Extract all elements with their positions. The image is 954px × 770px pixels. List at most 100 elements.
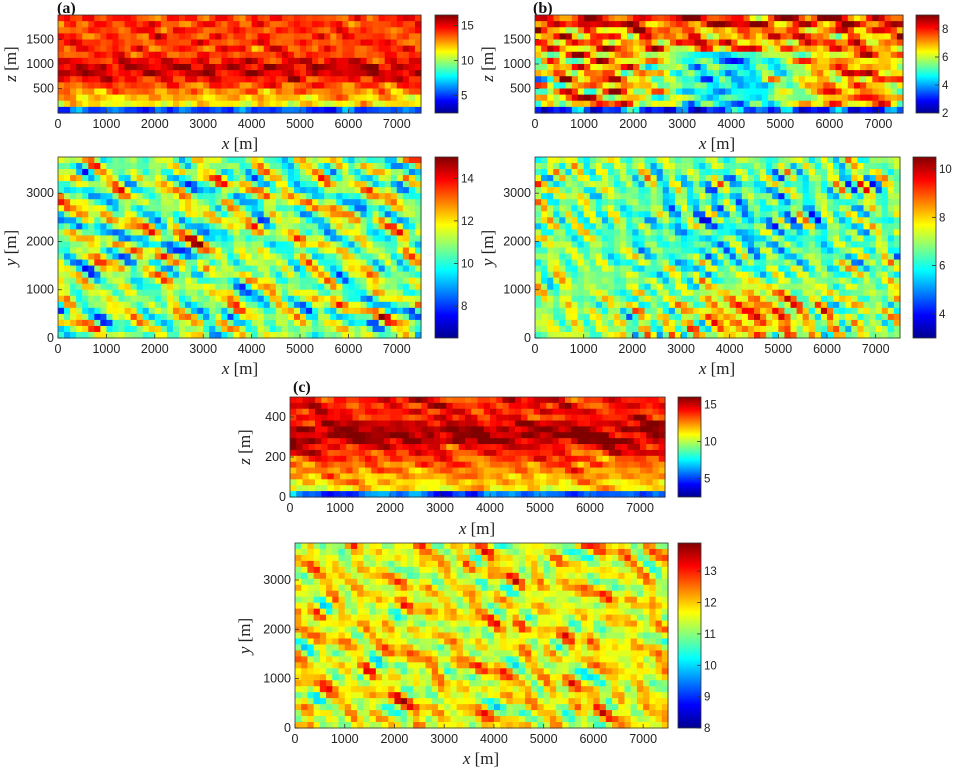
x-tick-label: 7000 [629,732,657,746]
y-tick-label: 0 [284,721,291,735]
x-tick-label: 4000 [476,501,504,515]
y-tick-label: 1000 [503,283,531,297]
y-axis-label: z [m] [235,429,254,465]
x-tick-label: 7000 [865,117,893,131]
colorbar: 4 6 8 10 [912,156,952,339]
y-tick-label: 3000 [263,573,291,587]
x-tick-label: 0 [55,342,62,356]
x-tick-label: 5000 [286,342,314,356]
heatmap-field [295,543,669,729]
colorbar-tick-label: 13 [704,566,717,578]
x-tick-label: 3000 [189,117,217,131]
y-tick-label: 1000 [26,57,54,71]
x-tick-label: 0 [55,117,62,131]
x-axis-label: x [m] [698,134,735,153]
panel-label-b: (b) [533,0,553,17]
y-tick-label: 2000 [26,234,54,248]
y-tick-label: 200 [265,450,286,464]
y-tick-label: 0 [47,331,54,345]
colorbar-tick-label: 10 [461,56,474,68]
x-tick-label: 0 [532,117,539,131]
colorbar-tick-label: 12 [704,598,717,610]
x-tick-label: 1000 [92,342,120,356]
colorbar-gradient [915,14,940,114]
y-axis-label: z [m] [478,46,497,82]
x-tick-label: 5000 [766,117,794,131]
y-tick-label: 3000 [503,186,531,200]
y-axis-label: y [m] [235,618,254,656]
colorbar-tick-label: 8 [942,24,948,36]
x-tick-label: 2000 [619,117,647,131]
colorbar-gradient [434,14,459,114]
colorbar-tick-label: 8 [939,212,945,224]
x-tick-label: 2000 [618,342,646,356]
plot-frame [57,156,422,339]
x-tick-label: 4000 [716,342,744,356]
y-tick-label: 1000 [263,672,291,686]
x-tick-label: 2000 [376,501,404,515]
heatmap-field [535,157,901,339]
y-axis-label: z [m] [1,46,20,82]
x-tick-label: 5000 [526,501,554,515]
y-tick-label: 500 [510,82,531,96]
y-tick-label: 3000 [26,186,54,200]
y-tick-label: 1500 [503,33,531,47]
x-axis-label: x [m] [221,134,258,153]
y-tick-label: 2000 [263,622,291,636]
x-axis-label: x [m] [462,749,499,768]
colorbar-tick-label: 4 [939,309,946,321]
chart-1: 0 1000 2000 3000 4000 5000 6000 7000 500 1000 1500… [1,14,474,153]
plot-frame [289,396,666,498]
colorbar-tick-label: 10 [704,660,717,672]
chart-3: 0 1000 2000 3000 4000 5000 6000 7000 500 1000 1500… [478,14,949,153]
x-tick-label: 4000 [480,732,508,746]
colorbar-tick-label: 8 [461,301,467,313]
y-tick-label: 1000 [26,283,54,297]
y-tick-label: 400 [265,410,286,424]
colorbar-tick-label: 15 [461,21,474,33]
x-tick-label: 4000 [238,342,266,356]
x-tick-label: 6000 [813,342,841,356]
colorbar: 8 10 12 14 [434,156,474,339]
colorbar-gradient [912,156,937,339]
x-tick-label: 6000 [579,732,607,746]
colorbar-tick-label: 10 [461,258,474,270]
x-tick-label: 1000 [326,501,354,515]
x-tick-label: 1000 [570,342,598,356]
chart-2: 0 1000 2000 3000 4000 5000 6000 7000 0 1000 2000 30… [1,156,474,378]
x-tick-label: 0 [287,501,294,515]
y-axis-label: y [m] [1,230,20,268]
colorbar: 5 10 15 [434,14,474,114]
plot-frame [534,156,901,339]
colorbar: 5 10 15 [677,396,717,498]
x-tick-label: 6000 [334,117,362,131]
colorbar-tick-label: 10 [704,436,717,448]
x-tick-label: 1000 [570,117,598,131]
colorbar-tick-label: 9 [704,692,710,704]
panel-label-c: (c) [293,379,311,396]
colorbar-tick-label: 12 [461,216,474,228]
colorbar-tick-label: 6 [939,261,945,273]
x-tick-label: 4000 [238,117,266,131]
x-tick-label: 0 [292,732,299,746]
colorbar-tick-label: 6 [942,52,948,64]
heatmap-field [58,15,422,114]
x-tick-label: 6000 [334,342,362,356]
colorbar-tick-label: 5 [704,473,710,485]
x-tick-label: 7000 [626,501,654,515]
heatmap-field [290,397,666,498]
x-tick-label: 3000 [667,342,695,356]
x-tick-label: 7000 [862,342,890,356]
x-tick-label: 1000 [92,117,120,131]
colorbar-tick-label: 5 [461,91,467,103]
colorbar-gradient [677,542,702,729]
x-tick-label: 2000 [141,117,169,131]
x-tick-label: 3000 [426,501,454,515]
colorbar-tick-label: 15 [704,399,717,411]
colorbar-tick-label: 8 [704,723,710,735]
y-tick-label: 1000 [503,57,531,71]
x-tick-label: 4000 [717,117,745,131]
panel-label-a: (a) [57,0,76,17]
y-tick-label: 1500 [26,33,54,47]
